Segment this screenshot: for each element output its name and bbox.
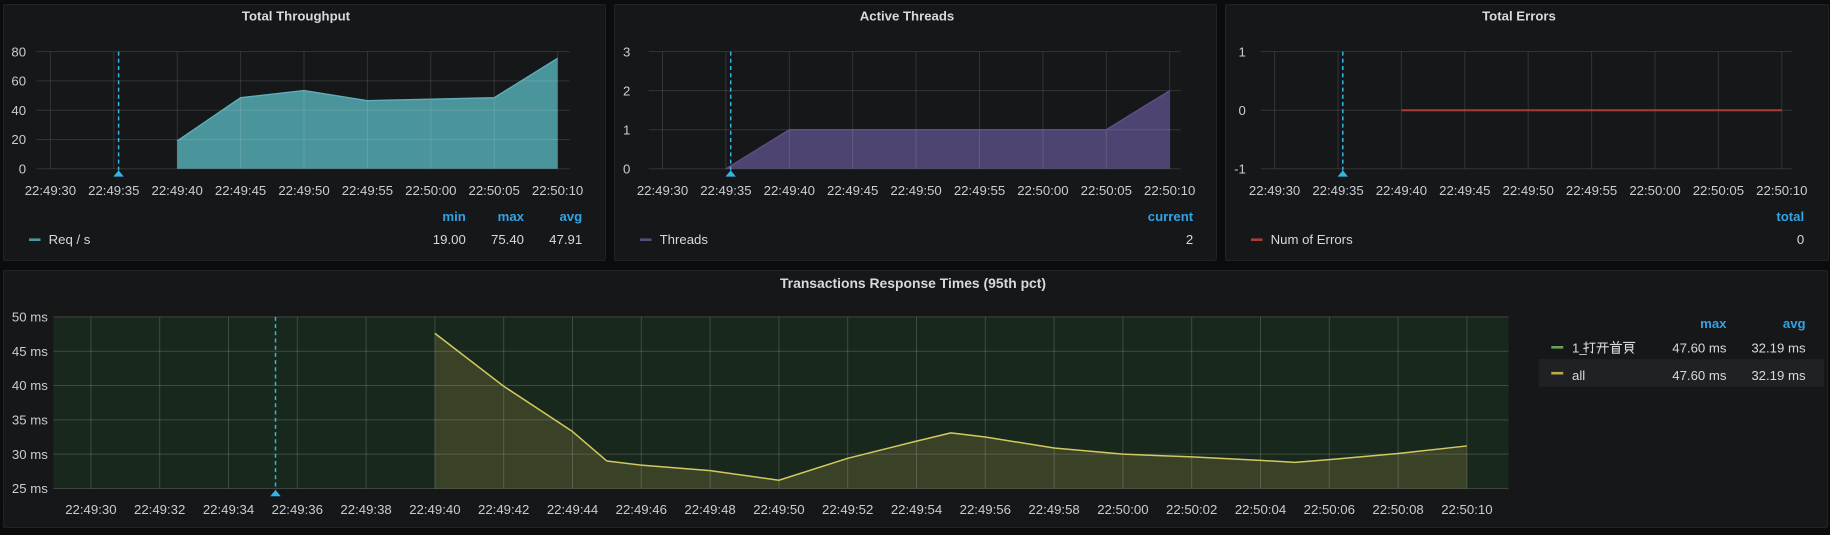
- svg-text:60: 60: [11, 74, 26, 89]
- svg-text:47.60 ms: 47.60 ms: [1672, 368, 1727, 383]
- svg-text:22:49:52: 22:49:52: [822, 502, 873, 517]
- svg-text:22:49:40: 22:49:40: [152, 183, 203, 198]
- svg-text:22:49:54: 22:49:54: [891, 502, 942, 517]
- svg-text:Threads: Threads: [660, 232, 709, 247]
- svg-text:22:49:30: 22:49:30: [25, 183, 76, 198]
- svg-text:20: 20: [11, 132, 26, 147]
- svg-text:2: 2: [623, 83, 630, 98]
- svg-text:32.19 ms: 32.19 ms: [1751, 340, 1806, 355]
- svg-text:22:49:35: 22:49:35: [700, 183, 751, 198]
- svg-text:all: all: [1572, 368, 1585, 383]
- svg-text:22:49:32: 22:49:32: [134, 502, 185, 517]
- svg-text:22:50:00: 22:50:00: [1629, 183, 1680, 198]
- svg-text:22:49:58: 22:49:58: [1028, 502, 1079, 517]
- svg-text:3: 3: [623, 44, 630, 59]
- svg-text:22:50:10: 22:50:10: [532, 183, 583, 198]
- svg-text:32.19 ms: 32.19 ms: [1751, 368, 1806, 383]
- svg-text:22:49:30: 22:49:30: [637, 183, 688, 198]
- svg-text:22:49:50: 22:49:50: [278, 183, 329, 198]
- svg-text:22:50:00: 22:50:00: [405, 183, 456, 198]
- svg-text:22:49:35: 22:49:35: [88, 183, 139, 198]
- svg-text:22:49:36: 22:49:36: [272, 502, 323, 517]
- svg-text:22:49:56: 22:49:56: [960, 502, 1011, 517]
- svg-text:22:50:08: 22:50:08: [1372, 502, 1423, 517]
- svg-text:22:49:40: 22:49:40: [409, 502, 460, 517]
- svg-text:22:49:45: 22:49:45: [1439, 183, 1490, 198]
- svg-text:22:49:50: 22:49:50: [753, 502, 804, 517]
- svg-text:max: max: [498, 209, 525, 224]
- svg-text:47.91: 47.91: [549, 232, 582, 247]
- svg-text:22:49:30: 22:49:30: [1249, 183, 1300, 198]
- svg-text:22:50:05: 22:50:05: [1693, 183, 1744, 198]
- svg-text:22:49:40: 22:49:40: [764, 183, 815, 198]
- svg-text:22:50:04: 22:50:04: [1235, 502, 1286, 517]
- svg-text:22:49:34: 22:49:34: [203, 502, 254, 517]
- svg-text:22:49:30: 22:49:30: [65, 502, 116, 517]
- svg-text:0: 0: [19, 162, 26, 177]
- svg-text:22:49:40: 22:49:40: [1376, 183, 1427, 198]
- svg-text:Active Threads: Active Threads: [860, 9, 955, 24]
- svg-text:1: 1: [623, 122, 630, 137]
- svg-text:25 ms: 25 ms: [12, 481, 48, 496]
- svg-text:22:49:50: 22:49:50: [890, 183, 941, 198]
- svg-text:30 ms: 30 ms: [12, 447, 48, 462]
- svg-text:current: current: [1148, 209, 1194, 224]
- svg-text:45 ms: 45 ms: [12, 344, 48, 359]
- svg-text:35 ms: 35 ms: [12, 413, 48, 428]
- svg-text:22:50:02: 22:50:02: [1166, 502, 1217, 517]
- svg-text:22:49:50: 22:49:50: [1503, 183, 1554, 198]
- svg-text:22:50:05: 22:50:05: [469, 183, 520, 198]
- svg-text:40: 40: [11, 103, 26, 118]
- svg-text:Num of Errors: Num of Errors: [1271, 232, 1353, 247]
- svg-text:22:50:10: 22:50:10: [1144, 183, 1195, 198]
- svg-text:total: total: [1776, 209, 1804, 224]
- svg-text:22:50:05: 22:50:05: [1081, 183, 1132, 198]
- svg-text:22:50:10: 22:50:10: [1441, 502, 1492, 517]
- svg-text:0: 0: [1797, 232, 1804, 247]
- svg-text:22:50:06: 22:50:06: [1304, 502, 1355, 517]
- svg-text:40 ms: 40 ms: [12, 378, 48, 393]
- svg-text:-1: -1: [1234, 162, 1246, 177]
- svg-text:Total Errors: Total Errors: [1482, 9, 1556, 24]
- svg-text:0: 0: [623, 162, 630, 177]
- svg-text:avg: avg: [559, 209, 582, 224]
- svg-text:22:49:45: 22:49:45: [215, 183, 266, 198]
- svg-text:22:50:00: 22:50:00: [1017, 183, 1068, 198]
- svg-text:22:49:42: 22:49:42: [478, 502, 529, 517]
- svg-text:Req / s: Req / s: [49, 232, 91, 247]
- svg-text:47.60 ms: 47.60 ms: [1672, 340, 1727, 355]
- svg-text:22:50:00: 22:50:00: [1097, 502, 1148, 517]
- svg-text:22:49:55: 22:49:55: [1566, 183, 1617, 198]
- svg-text:2: 2: [1186, 232, 1193, 247]
- svg-text:max: max: [1700, 316, 1727, 331]
- svg-text:Total Throughput: Total Throughput: [242, 9, 351, 24]
- svg-text:avg: avg: [1783, 316, 1806, 331]
- svg-text:22:49:55: 22:49:55: [954, 183, 1005, 198]
- svg-text:75.40: 75.40: [491, 232, 524, 247]
- svg-text:22:49:44: 22:49:44: [547, 502, 598, 517]
- svg-text:80: 80: [11, 44, 26, 59]
- svg-text:22:49:46: 22:49:46: [616, 502, 667, 517]
- svg-text:22:49:45: 22:49:45: [827, 183, 878, 198]
- svg-text:22:49:55: 22:49:55: [342, 183, 393, 198]
- svg-text:22:49:38: 22:49:38: [340, 502, 391, 517]
- svg-text:19.00: 19.00: [433, 232, 466, 247]
- svg-text:22:49:48: 22:49:48: [684, 502, 735, 517]
- svg-text:min: min: [442, 209, 465, 224]
- svg-text:1: 1: [1238, 44, 1245, 59]
- svg-text:0: 0: [1238, 103, 1245, 118]
- svg-text:Transactions Response Times (9: Transactions Response Times (95th pct): [780, 275, 1046, 291]
- svg-text:50 ms: 50 ms: [12, 310, 48, 325]
- svg-text:22:49:35: 22:49:35: [1312, 183, 1363, 198]
- svg-text:22:50:10: 22:50:10: [1756, 183, 1807, 198]
